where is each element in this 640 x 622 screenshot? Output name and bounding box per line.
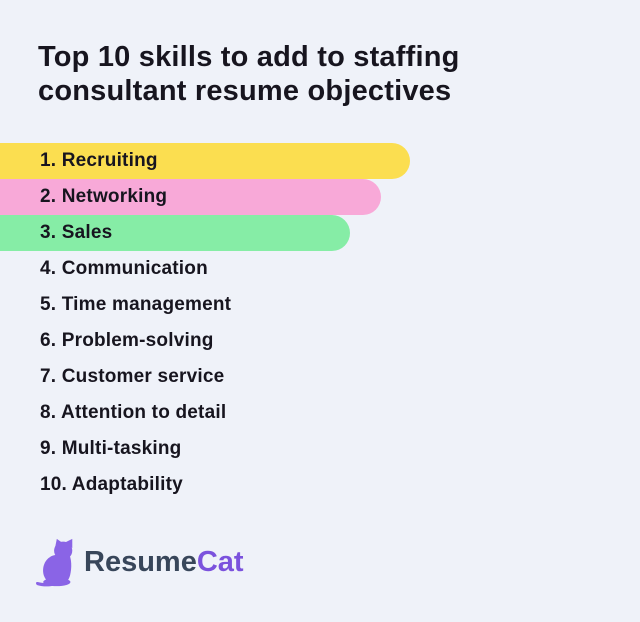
page-title: Top 10 skills to add to staffing consult… [38,41,460,107]
brand-text-resume: Resume [84,546,197,578]
skill-item-label: 8. Attention to detail [40,402,227,423]
skill-item-label: 4. Communication [40,258,208,279]
skill-item-networking: 2. Networking [0,179,381,215]
skill-item-label: 9. Multi-tasking [40,438,182,459]
skill-item-problem-solving: 6. Problem-solving [0,323,640,359]
skill-item-sales: 3. Sales [0,215,350,251]
skill-item-label: 10. Adaptability [40,474,183,495]
skill-item-time-management: 5. Time management [0,287,640,323]
brand-wordmark: Resume Cat [84,536,244,589]
cat-icon [35,536,75,589]
skills-list: 1. Recruiting 2. Networking 3. Sales 4. … [0,143,640,503]
skill-item-attention-to-detail: 8. Attention to detail [0,395,640,431]
skill-item-label: 5. Time management [40,294,232,315]
skill-item-multi-tasking: 9. Multi-tasking [0,431,640,467]
skill-item-label: 7. Customer service [40,366,225,387]
brand-text-cat: Cat [196,546,244,578]
skill-item-customer-service: 7. Customer service [0,359,640,395]
skill-item-adaptability: 10. Adaptability [0,467,640,503]
skill-item-label: 1. Recruiting [40,150,158,171]
skill-item-recruiting: 1. Recruiting [0,143,410,179]
brand-logo: Resume Cat [35,536,244,589]
skill-item-label: 2. Networking [40,186,168,207]
skill-item-label: 3. Sales [40,222,113,243]
skill-item-label: 6. Problem-solving [40,330,214,351]
skill-item-communication: 4. Communication [0,251,640,287]
